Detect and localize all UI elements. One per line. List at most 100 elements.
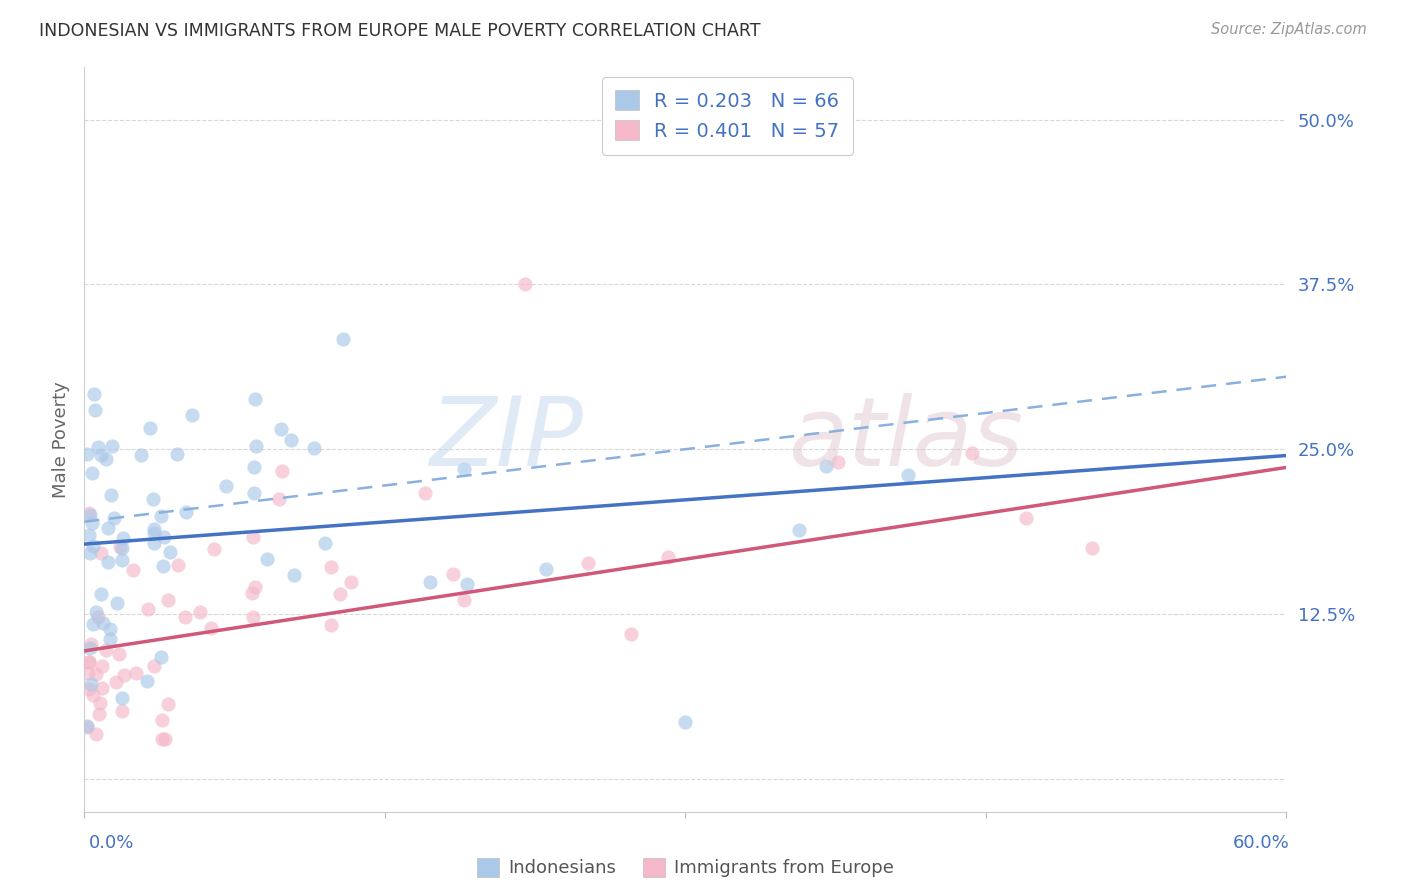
Point xyxy=(340,575,363,590)
Text: ZIP: ZIP xyxy=(429,392,583,486)
Point xyxy=(1015,511,1038,525)
Point xyxy=(456,576,478,591)
Point xyxy=(280,434,302,448)
Point xyxy=(675,715,697,730)
Point xyxy=(84,402,107,417)
Point xyxy=(155,732,177,747)
Point xyxy=(79,508,101,523)
Point xyxy=(270,465,292,479)
Point xyxy=(90,659,112,673)
Point xyxy=(332,332,354,346)
Point xyxy=(94,452,117,467)
Point xyxy=(166,447,188,461)
Point xyxy=(103,511,125,525)
Point xyxy=(152,558,174,573)
Point xyxy=(138,421,160,435)
Point xyxy=(152,530,174,544)
Point xyxy=(319,559,342,574)
Point xyxy=(87,610,110,624)
Point xyxy=(256,552,278,566)
Point xyxy=(77,655,100,669)
Point xyxy=(111,705,134,719)
Point xyxy=(142,659,165,673)
Point xyxy=(242,610,264,624)
Point xyxy=(100,622,122,636)
Point xyxy=(79,546,101,560)
Text: INDONESIAN VS IMMIGRANTS FROM EUROPE MALE POVERTY CORRELATION CHART: INDONESIAN VS IMMIGRANTS FROM EUROPE MAL… xyxy=(39,22,761,40)
Point xyxy=(620,627,643,641)
Point xyxy=(174,505,197,519)
Point xyxy=(105,596,128,610)
Y-axis label: Male Poverty: Male Poverty xyxy=(52,381,70,498)
Point xyxy=(243,580,266,594)
Point xyxy=(536,561,558,575)
Point xyxy=(453,592,475,607)
Point xyxy=(83,386,105,401)
Point xyxy=(245,392,267,407)
Point xyxy=(270,422,292,436)
Point xyxy=(82,617,104,632)
Point xyxy=(91,616,114,631)
Point xyxy=(129,448,152,462)
Point xyxy=(125,665,148,680)
Point xyxy=(76,665,98,680)
Point xyxy=(79,677,101,691)
Point xyxy=(827,455,849,469)
Point xyxy=(82,688,104,702)
Point xyxy=(243,485,266,500)
Point xyxy=(82,539,104,553)
Point xyxy=(84,727,107,741)
Point xyxy=(84,666,107,681)
Point xyxy=(76,447,98,461)
Point xyxy=(77,506,100,520)
Point xyxy=(314,536,336,550)
Point xyxy=(814,458,837,473)
Point xyxy=(87,441,110,455)
Point xyxy=(111,541,134,555)
Point xyxy=(243,460,266,475)
Point xyxy=(111,553,134,567)
Point xyxy=(150,713,173,727)
Point xyxy=(188,605,211,619)
Point xyxy=(329,587,352,601)
Point xyxy=(319,618,342,632)
Point xyxy=(138,602,160,616)
Point xyxy=(150,649,173,664)
Point xyxy=(89,707,111,722)
Point xyxy=(143,536,166,550)
Legend: Indonesians, Immigrants from Europe: Indonesians, Immigrants from Europe xyxy=(470,851,901,885)
Point xyxy=(180,408,202,422)
Point xyxy=(90,448,112,462)
Point xyxy=(215,479,238,493)
Point xyxy=(82,466,104,480)
Point xyxy=(97,521,120,535)
Point xyxy=(111,531,134,545)
Point xyxy=(149,508,172,523)
Point xyxy=(107,647,129,661)
Point xyxy=(156,697,179,711)
Text: Source: ZipAtlas.com: Source: ZipAtlas.com xyxy=(1211,22,1367,37)
Point xyxy=(143,522,166,536)
Point xyxy=(413,486,436,500)
Point xyxy=(90,587,112,601)
Point xyxy=(302,441,325,455)
Text: atlas: atlas xyxy=(787,392,1022,486)
Point xyxy=(242,530,264,544)
Point xyxy=(174,610,197,624)
Point xyxy=(94,643,117,657)
Point xyxy=(441,566,464,581)
Point xyxy=(962,445,984,459)
Point xyxy=(240,585,263,599)
Point xyxy=(89,697,111,711)
Point xyxy=(576,557,599,571)
Point xyxy=(77,528,100,542)
Point xyxy=(79,641,101,656)
Point xyxy=(156,592,179,607)
Point xyxy=(80,516,103,530)
Point xyxy=(150,732,173,747)
Point xyxy=(76,719,98,733)
Point xyxy=(86,605,108,619)
Point xyxy=(79,637,101,651)
Point xyxy=(142,492,165,507)
Text: 0.0%: 0.0% xyxy=(89,834,134,852)
